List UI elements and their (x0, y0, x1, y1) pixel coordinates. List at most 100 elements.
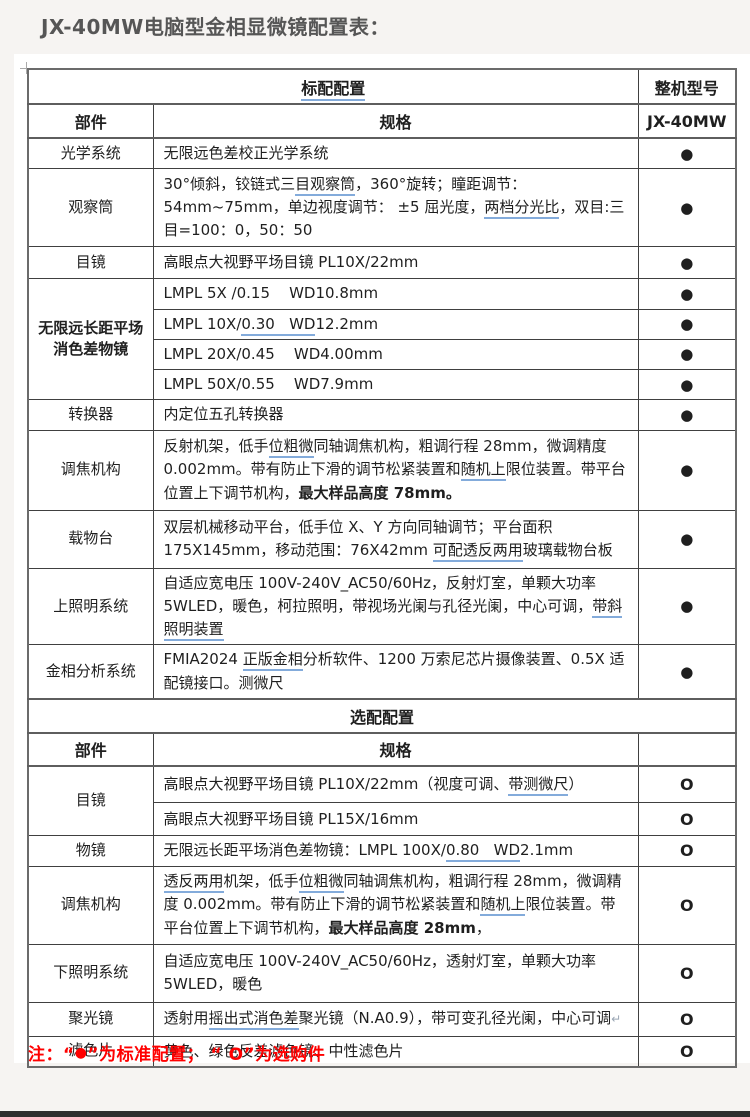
text-segment: 部件 (74, 113, 107, 132)
spec-cell: 无限远色差校正光学系统 (152, 137, 639, 170)
table-row: 载物台 双层机械移动平台，低手位 X、Y 方向同轴调节；平台面积 175X145m… (27, 509, 737, 569)
text-segment: ● (680, 144, 694, 163)
table-row: 目镜 高眼点大视野平场目镜 PL10X/22mm（视度可调、带测微尺） O (27, 765, 737, 837)
text-segment: O (679, 895, 694, 915)
mark-cell: O (637, 1035, 737, 1068)
part-cell: 光学系统 (27, 137, 154, 170)
underlined-text: 可配透反两用 (432, 541, 523, 562)
table-row: 部件 规格 JX-40MW (27, 103, 737, 139)
text-segment: 限位装置。带平台位置上下调节机构， (163, 895, 616, 937)
text-segment: ● (680, 198, 694, 217)
text-segment: LMPL 5X /0.15 WD10.8mm (163, 284, 379, 303)
underlined-text: 摇出式消色差 (208, 1009, 299, 1031)
text-segment: O (679, 1041, 694, 1061)
text-segment: 同轴调焦机构，粗调行程 28mm，微调精度 0.002mm。带有防止下滑的调节松… (163, 872, 622, 914)
text-segment: 载物台 (68, 529, 114, 548)
objective-group-label: 无限远长距平场消色差物镜 (27, 278, 154, 401)
underlined-text: 随机上 (480, 895, 526, 917)
text-segment: 规格 (379, 741, 412, 761)
text-segment: 选配配置 (350, 707, 415, 727)
legend-prefix: 注：“ (28, 1045, 75, 1065)
spec-cell: 透射用摇出式消色差聚光镜（N.A0.9），带可变孔径光阑，中心可调↵ (152, 1001, 639, 1037)
text-segment: 下照明系统 (53, 963, 129, 982)
part-cell: 目镜 (27, 765, 154, 837)
underlined-text: 标配配置 (301, 78, 366, 101)
text-segment: 无限远长距平场消色差物镜：LMPL 100X/ (163, 841, 446, 860)
legend-suffix: ”为标准配置； “ O”为选购件 (87, 1045, 326, 1065)
mark-cell: ● (637, 338, 737, 371)
text-segment: 滤色片 (68, 1041, 114, 1060)
return-mark-icon: ↵ (611, 1012, 622, 1027)
spec-cell: 高眼点大视野平场目镜 PL15X/16mm (152, 802, 639, 837)
text-segment: 玻璃载物台板 (522, 541, 613, 559)
part-cell: 目镜 (27, 246, 154, 280)
text-segment: 反射机架，低手 (163, 437, 269, 456)
text-segment: O (679, 775, 694, 794)
spec-cell: 透反两用机架，低手位粗微同轴调焦机构，粗调行程 28mm，微调精度 0.002m… (152, 865, 639, 945)
underlined-text: 两档分光比 (484, 198, 560, 220)
mark-cell: O (637, 835, 737, 867)
spec-column-header-optional: 规格 (152, 732, 639, 767)
table-row: 滤色片 黄色、绿色反差滤色镜、中性滤色片 O (27, 1035, 737, 1068)
text-segment: LMPL 50X/0.55 WD7.9mm (163, 375, 374, 393)
text-segment: 无限远长距平场消色差物镜 (38, 318, 144, 359)
spec-cell: LMPL 50X/0.55 WD7.9mm (152, 368, 639, 401)
legend-note: 注：“●”为标准配置； “ O”为选购件 (28, 1040, 325, 1065)
part-cell: 物镜 (27, 835, 154, 867)
text-segment: 调焦机构 (60, 895, 121, 914)
text-segment: 目镜 (75, 252, 106, 271)
table-row: 下照明系统 自适应宽电压 100V-240V_AC50/60Hz，透射灯室，单颗大… (27, 943, 737, 1003)
table-row: 转换器 内定位五孔转换器 ● (27, 399, 737, 431)
text-segment: ● (680, 375, 694, 394)
text-segment: 2.1mm (520, 841, 574, 860)
page-title: JX-40MW电脑型金相显微镜配置表： (41, 15, 390, 39)
spec-cell: 黄色、绿色反差滤色镜、中性滤色片 (152, 1035, 639, 1068)
text-segment: ， (475, 918, 491, 937)
spec-cell: 内定位五孔转换器 (152, 399, 639, 431)
document-sheet: 标配配置 整机型号 部件 规格 JX-40MW 光学系统 无限远色差校正光学系统 ● 观察筒 30… (14, 54, 750, 1068)
text-segment: 最大样品高度 78mm。 (298, 483, 461, 502)
text-segment: ● (680, 284, 694, 303)
spec-cell: 双层机械移动平台，低手位 X、Y 方向同轴调节；平台面积 175X145mm，移… (152, 509, 639, 569)
table-row: 无限远长距平场消色差物镜 LMPL 5X /0.15 WD10.8mm ● (27, 278, 737, 401)
text-segment: 双层机械移动平台，低手位 X、Y 方向同轴调节；平台面积 175X145mm，移… (163, 517, 558, 559)
spec-cell: 自适应宽电压 100V-240V_AC50/60Hz，透射灯室，单颗大功率 5W… (152, 943, 639, 1003)
text-segment: 高眼点大视野平场目镜 PL10X/22mm（视度可调、 (163, 774, 509, 793)
text-segment: ● (680, 597, 694, 616)
underlined-text: 位粗微 (298, 872, 344, 894)
part-cell: 滤色片 (27, 1035, 154, 1068)
text-segment: O (679, 1009, 694, 1029)
spec-cell: 自适应宽电压 100V-240V_AC50/60Hz，反射灯室，单颗大功率 5W… (152, 567, 639, 646)
part-cell: 转换器 (27, 399, 154, 431)
table-row: 调焦机构 透反两用机架，低手位粗微同轴调焦机构，粗调行程 28mm，微调精度 0.… (27, 865, 737, 945)
text-segment: 聚光镜 (68, 1009, 114, 1028)
mark-cell: O (637, 1001, 737, 1037)
text-segment: 规格 (379, 113, 412, 132)
underlined-text: 0.80 WD (445, 841, 521, 863)
config-table: 标配配置 整机型号 部件 规格 JX-40MW 光学系统 无限远色差校正光学系统 ● 观察筒 30… (27, 68, 738, 1068)
table-row: 上照明系统 自适应宽电压 100V-240V_AC50/60Hz，反射灯室，单颗大… (27, 567, 737, 646)
underlined-text: 带斜照明装置 (163, 596, 623, 641)
text-segment: 透射用 (163, 1009, 209, 1028)
text-segment: 转换器 (68, 405, 114, 423)
empty-header-cell (637, 732, 737, 767)
text-segment: ，360°旋转；瞳距调节：54mm~75mm，单边视度调节： ±5 屈光度， (163, 174, 527, 217)
part-cell: 金相分析系统 (27, 644, 154, 700)
spec-cell: LMPL 5X /0.15 WD10.8mm (152, 278, 639, 310)
mark-cell: O (637, 865, 737, 945)
text-segment: LMPL 10X/ (163, 314, 242, 333)
text-segment: 调焦机构 (60, 460, 121, 479)
mark-cell: ● (637, 246, 737, 280)
mark-cell: O (637, 943, 737, 1003)
mark-cell: ● (637, 368, 737, 401)
text-segment: 整机型号 (654, 78, 719, 98)
text-segment: 限位装置。带平台位置上下调节机构， (163, 460, 626, 502)
model-column-header: 整机型号 (637, 68, 737, 105)
config-table-body: 标配配置 整机型号 部件 规格 JX-40MW 光学系统 无限远色差校正光学系统 ● 观察筒 30… (27, 68, 737, 1068)
text-segment: 高眼点大视野平场目镜 PL15X/16mm (163, 809, 419, 828)
text-segment: FMIA2024 (163, 650, 243, 669)
part-cell: 调焦机构 (27, 429, 154, 511)
text-segment: ● (680, 662, 694, 681)
text-segment: 自适应宽电压 100V-240V_AC50/60Hz，透射灯室，单颗大功率 5W… (163, 951, 601, 993)
mark-cell: ● (637, 644, 737, 700)
